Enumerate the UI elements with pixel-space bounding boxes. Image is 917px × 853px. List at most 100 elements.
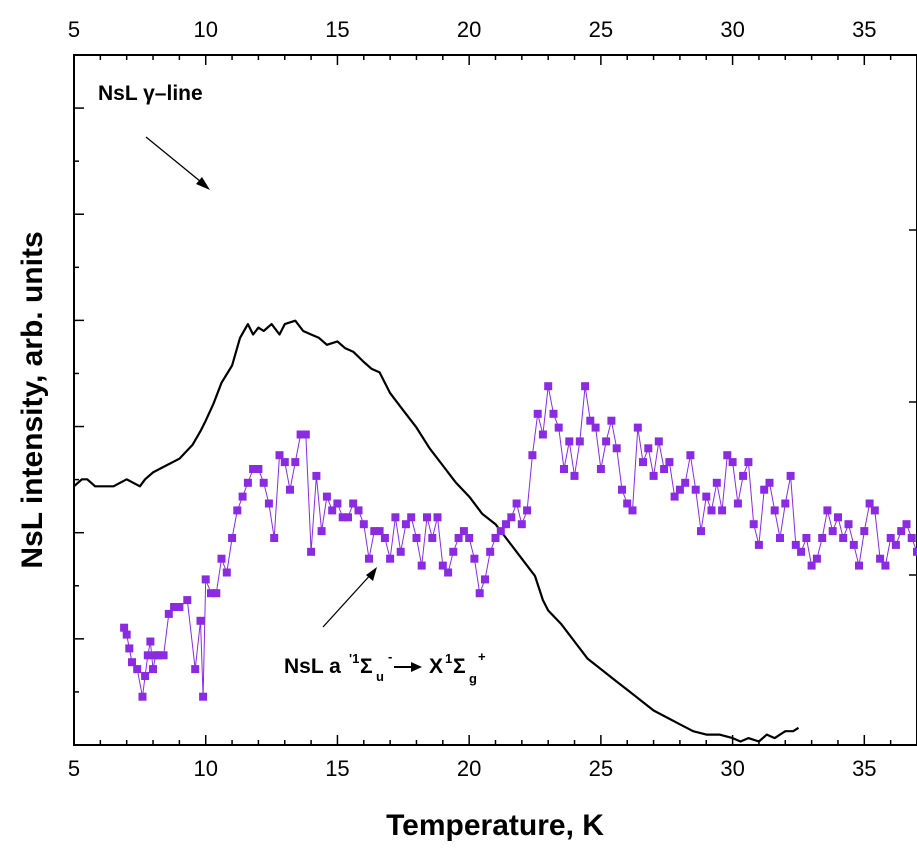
series-2-point: [876, 554, 885, 563]
series-2-point: [133, 665, 142, 674]
top-tick-label: 15: [325, 17, 349, 42]
series-2-point: [623, 499, 632, 508]
series-2-point: [575, 437, 584, 446]
series-2-point: [312, 471, 321, 480]
series-2-point: [275, 451, 284, 460]
series-2-point: [322, 492, 331, 501]
top-tick-label: 30: [720, 17, 744, 42]
transition-sup2: -: [388, 649, 392, 664]
series-2-point: [612, 444, 621, 453]
x-axis-title: Temperature, K: [386, 809, 604, 842]
series-2-point: [349, 499, 358, 508]
transition-sup1: '1: [349, 651, 359, 666]
series-2-point: [254, 465, 263, 473]
series-2-point: [502, 520, 510, 529]
series-2-point: [338, 513, 347, 522]
series-2-point: [459, 527, 468, 536]
series-2-point: [791, 540, 800, 549]
transition-arrow-icon: [411, 662, 422, 672]
series-2-point: [712, 478, 721, 487]
series-2-point: [907, 534, 916, 542]
series-2-point: [765, 478, 774, 487]
series-2-point: [781, 499, 790, 508]
series-2-point: [238, 492, 247, 501]
series-2-point: [496, 527, 505, 536]
series-2-point: [280, 458, 289, 467]
series-2-point: [159, 651, 168, 660]
series-2-point: [486, 547, 495, 556]
series-2-point: [183, 596, 192, 605]
series-2-point: [196, 616, 205, 625]
series-2-point: [828, 527, 837, 536]
series-2-point: [702, 492, 711, 501]
series-2-point: [512, 499, 521, 508]
series-2-point: [639, 458, 647, 467]
series-2-point: [217, 554, 226, 563]
series-2-point: [146, 637, 155, 646]
series-2-point: [125, 644, 134, 653]
series-2-point: [475, 589, 484, 598]
series-2-point: [386, 554, 395, 563]
y-axis-title: NsL intensity, arb. units: [16, 231, 49, 568]
series-2-point: [681, 478, 690, 487]
series-2-point: [670, 492, 679, 501]
series-2-point: [365, 554, 373, 563]
series-2-point: [301, 430, 310, 439]
series-2-point: [554, 423, 563, 432]
series-2-point: [243, 478, 252, 487]
series-2-point: [660, 465, 669, 473]
series-2-point: [618, 485, 626, 494]
series-2-point: [291, 458, 300, 467]
series-2-point: [359, 520, 368, 529]
series-2-point: [380, 534, 389, 542]
series-2-point: [865, 499, 874, 508]
series-2-point: [549, 409, 558, 418]
series-2-point: [776, 534, 784, 542]
series-2-point: [141, 672, 150, 680]
series-2-point: [533, 409, 542, 418]
series-2-point: [591, 423, 600, 432]
series-2-point: [834, 513, 842, 522]
series-2-point: [570, 471, 579, 480]
series-2-point: [491, 534, 500, 542]
series-2-point: [207, 589, 215, 598]
series-2-point: [138, 692, 147, 701]
series-2-point: [428, 534, 437, 542]
series-2-point: [760, 485, 769, 494]
axis-ticks: [73, 54, 917, 746]
transition-sigma2: Σ: [453, 655, 466, 678]
series-2-point: [401, 520, 410, 529]
x-tick-label: 15: [325, 756, 349, 781]
series-2-point: [886, 534, 895, 542]
series-2-point: [264, 499, 273, 508]
series-2-point: [818, 534, 827, 542]
transition-sup3: 1: [445, 651, 452, 666]
series-2-point: [433, 513, 442, 522]
series-2-point: [507, 513, 516, 522]
x-tick-label: 30: [720, 756, 744, 781]
series-2-point: [528, 451, 537, 460]
series-2-point: [718, 506, 727, 515]
top-tick-label: 10: [193, 17, 217, 42]
series-2-point: [222, 568, 231, 577]
transition-sub2: g: [469, 671, 477, 686]
series-2-point: [902, 520, 911, 529]
series-2-point: [259, 478, 268, 487]
x-tick-label: 25: [589, 756, 613, 781]
series-2-point: [607, 416, 616, 425]
series-2-point: [723, 451, 732, 460]
series-2-point: [328, 506, 337, 515]
series-2-point: [707, 506, 716, 515]
gamma-arrowhead-icon: [196, 177, 210, 190]
series-2-point: [333, 499, 342, 508]
series-2-point: [586, 416, 595, 425]
series-2-point: [770, 506, 779, 515]
x-tick-label: 10: [193, 756, 217, 781]
transition-prefix: NsL a: [284, 655, 341, 678]
series-2-point: [170, 603, 179, 611]
top-tick-label: 20: [457, 17, 481, 42]
series-2-point: [855, 561, 863, 570]
series-2-point: [823, 506, 832, 515]
transition-sup4: +: [478, 649, 486, 664]
series-2-point: [602, 437, 611, 446]
